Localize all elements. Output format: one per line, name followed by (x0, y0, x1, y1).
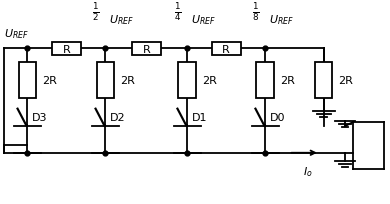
Text: $I_o$: $I_o$ (303, 164, 313, 178)
Text: $U_{REF}$: $U_{REF}$ (191, 13, 216, 27)
Bar (211, 42, 241, 55)
Bar (132, 42, 161, 55)
Text: $U_{REF}$: $U_{REF}$ (109, 13, 134, 27)
Text: D2: D2 (110, 112, 126, 122)
Bar (19, 63, 36, 99)
Bar (97, 63, 114, 99)
Text: 2R: 2R (280, 76, 295, 85)
Text: D1: D1 (192, 112, 207, 122)
Bar (178, 63, 196, 99)
Text: $\frac{1}{4}$: $\frac{1}{4}$ (174, 1, 181, 23)
Bar (51, 42, 81, 55)
Text: 2R: 2R (42, 76, 57, 85)
Text: 2R: 2R (120, 76, 135, 85)
Text: 2R: 2R (202, 76, 217, 85)
Text: D0: D0 (270, 112, 285, 122)
Text: $\frac{1}{8}$: $\frac{1}{8}$ (252, 1, 259, 23)
Bar (257, 63, 274, 99)
Text: R: R (62, 44, 70, 54)
Text: R: R (222, 44, 230, 54)
Text: $\frac{1}{2}$: $\frac{1}{2}$ (92, 1, 99, 23)
Text: $U_{REF}$: $U_{REF}$ (4, 27, 29, 41)
Text: R: R (142, 44, 150, 54)
Text: D3: D3 (32, 112, 48, 122)
Bar (315, 63, 332, 99)
Text: $U_{REF}$: $U_{REF}$ (269, 13, 294, 27)
Text: 2R: 2R (338, 76, 353, 85)
